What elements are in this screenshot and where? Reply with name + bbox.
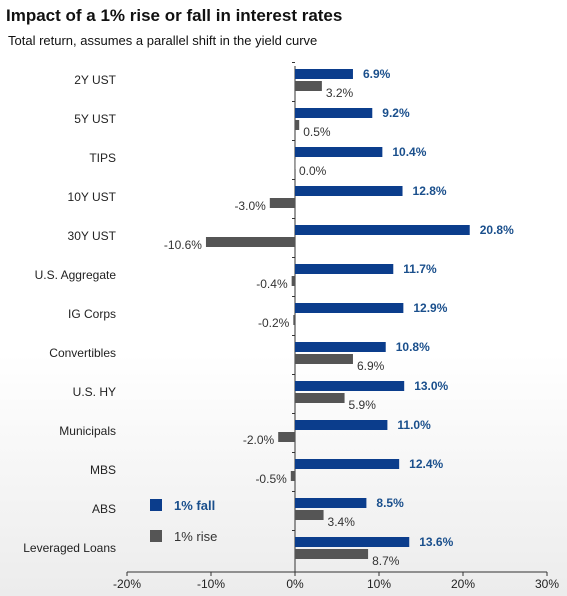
data-label-1pct-fall: 11.7% [403,262,437,276]
data-label-1pct-fall: 10.4% [392,145,426,159]
bar-1pct-rise [290,471,295,481]
data-label-1pct-rise: 5.9% [349,398,377,412]
category-label: 30Y UST [68,229,117,243]
bar-1pct-fall [295,498,367,508]
legend-label-1pct-rise: 1% rise [174,529,217,544]
bar-1pct-fall [295,342,386,352]
bar-1pct-rise [295,159,296,169]
bar-1pct-rise [293,315,295,325]
x-tick-label: 30% [535,577,559,591]
bar-1pct-fall [295,303,404,313]
data-label-1pct-fall: 6.9% [363,67,391,81]
bar-1pct-rise [295,120,300,130]
data-label-1pct-rise: -0.4% [256,277,288,291]
bar-1pct-fall [295,225,470,235]
data-label-1pct-fall: 13.6% [419,535,453,549]
category-label: Convertibles [49,346,116,360]
bar-1pct-rise [269,198,295,208]
bar-1pct-fall [295,459,400,469]
bar-1pct-rise [295,354,353,364]
bar-1pct-fall [295,264,394,274]
bar-1pct-fall [295,147,383,157]
data-label-1pct-fall: 12.8% [413,184,447,198]
data-label-1pct-rise: -3.0% [234,199,266,213]
category-label: Municipals [59,424,116,438]
chart-title: Impact of a 1% rise or fall in interest … [6,6,343,25]
data-label-1pct-rise: -0.2% [258,316,290,330]
bar-1pct-fall [295,69,353,79]
bar-1pct-rise [295,393,345,403]
legend-swatch-1pct-rise [150,530,162,542]
bar-1pct-rise [295,549,369,559]
legend-label-1pct-fall: 1% fall [174,498,215,513]
category-label: U.S. HY [73,385,116,399]
x-tick-label: 10% [367,577,391,591]
data-label-1pct-rise: -10.6% [164,238,202,252]
data-label-1pct-fall: 8.5% [376,496,404,510]
bar-1pct-rise [291,276,295,286]
data-label-1pct-fall: 12.4% [409,457,443,471]
bar-1pct-fall [295,186,403,196]
category-label: U.S. Aggregate [35,268,117,282]
data-label-1pct-rise: 3.4% [328,515,356,529]
data-label-1pct-rise: 0.0% [299,164,327,178]
bar-1pct-rise [295,510,324,520]
data-label-1pct-rise: 0.5% [303,125,331,139]
data-label-1pct-rise: 6.9% [357,359,385,373]
x-tick-label: 20% [451,577,475,591]
chart-subtitle: Total return, assumes a parallel shift i… [8,33,318,48]
legend-swatch-1pct-fall [150,499,162,511]
category-label: 5Y UST [74,112,116,126]
x-tick-label: 0% [286,577,304,591]
x-tick-label: -10% [197,577,225,591]
bar-1pct-fall [295,420,388,430]
bar-1pct-fall [295,381,405,391]
plot-background [0,58,567,596]
data-label-1pct-rise: 8.7% [372,554,400,568]
category-label: 2Y UST [74,73,116,87]
category-label: TIPS [89,151,116,165]
data-label-1pct-fall: 9.2% [382,106,410,120]
bar-1pct-rise [295,81,322,91]
bar-1pct-rise [278,432,295,442]
data-label-1pct-fall: 13.0% [414,379,448,393]
x-tick-label: -20% [113,577,141,591]
data-label-1pct-fall: 10.8% [396,340,430,354]
data-label-1pct-fall: 20.8% [480,223,514,237]
bar-1pct-rise [205,237,295,247]
data-label-1pct-rise: 3.2% [326,86,354,100]
bar-1pct-fall [295,537,410,547]
bar-1pct-fall [295,108,373,118]
data-label-1pct-fall: 11.0% [397,418,431,432]
category-label: 10Y UST [68,190,117,204]
data-label-1pct-fall: 12.9% [413,301,447,315]
category-label: MBS [90,463,116,477]
category-label: Leveraged Loans [23,541,116,555]
category-label: IG Corps [68,307,116,321]
category-label: ABS [92,502,116,516]
data-label-1pct-rise: -2.0% [243,433,275,447]
data-label-1pct-rise: -0.5% [255,472,287,486]
